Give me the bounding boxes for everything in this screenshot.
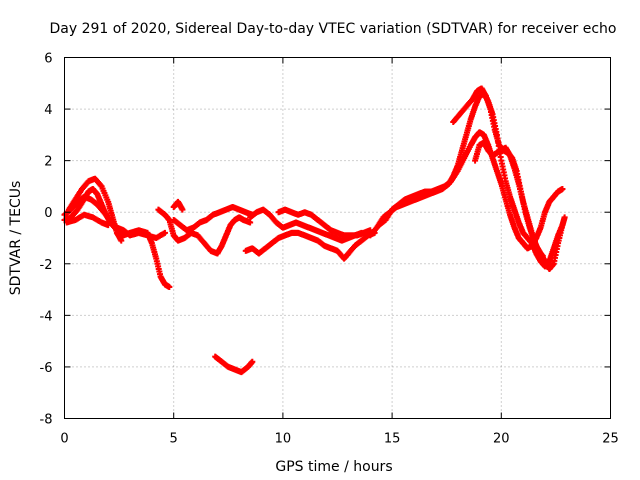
data-point <box>118 237 125 244</box>
chart-title: Day 291 of 2020, Sidereal Day-to-day VTE… <box>50 21 617 37</box>
series-track-e <box>155 206 254 257</box>
x-tick-label: 10 <box>275 432 292 447</box>
y-tick-label: 6 <box>44 52 52 67</box>
x-tick-label: 25 <box>602 432 619 447</box>
data-point <box>105 222 112 229</box>
data-point <box>161 229 168 236</box>
data-point <box>559 186 566 193</box>
y-tick-label: -6 <box>40 361 53 376</box>
x-tick-label: 15 <box>384 432 401 447</box>
series-track-g <box>170 198 186 213</box>
series-track-i <box>242 229 378 262</box>
x-tick-label: 5 <box>170 432 178 447</box>
series-track-c <box>65 175 125 244</box>
x-axis-title: GPS time / hours <box>275 459 392 475</box>
data-point <box>166 283 173 290</box>
series-track-h <box>212 353 256 376</box>
series-track-m <box>375 129 566 252</box>
data-point <box>179 206 186 213</box>
series-track-o <box>472 139 568 272</box>
plot-area <box>61 85 568 376</box>
series-track-j <box>247 206 365 244</box>
x-tick-label: 0 <box>60 432 68 447</box>
series-track-k <box>275 206 374 239</box>
x-tick-label: 20 <box>493 432 510 447</box>
y-tick-label: -4 <box>40 309 53 324</box>
y-axis-title: SDTVAR / TECUs <box>8 181 24 296</box>
y-tick-label: 0 <box>44 206 52 221</box>
y-tick-label: 2 <box>44 155 52 170</box>
data-point <box>561 214 568 221</box>
series-track-f <box>170 204 256 234</box>
chart-grid <box>64 57 611 419</box>
series-track-d <box>63 211 112 229</box>
data-point <box>247 219 254 226</box>
y-tick-label: -2 <box>40 258 53 273</box>
y-tick-label: -8 <box>40 413 53 428</box>
y-tick-label: 4 <box>44 103 52 118</box>
plot-frame <box>64 57 611 419</box>
data-point <box>249 358 256 365</box>
